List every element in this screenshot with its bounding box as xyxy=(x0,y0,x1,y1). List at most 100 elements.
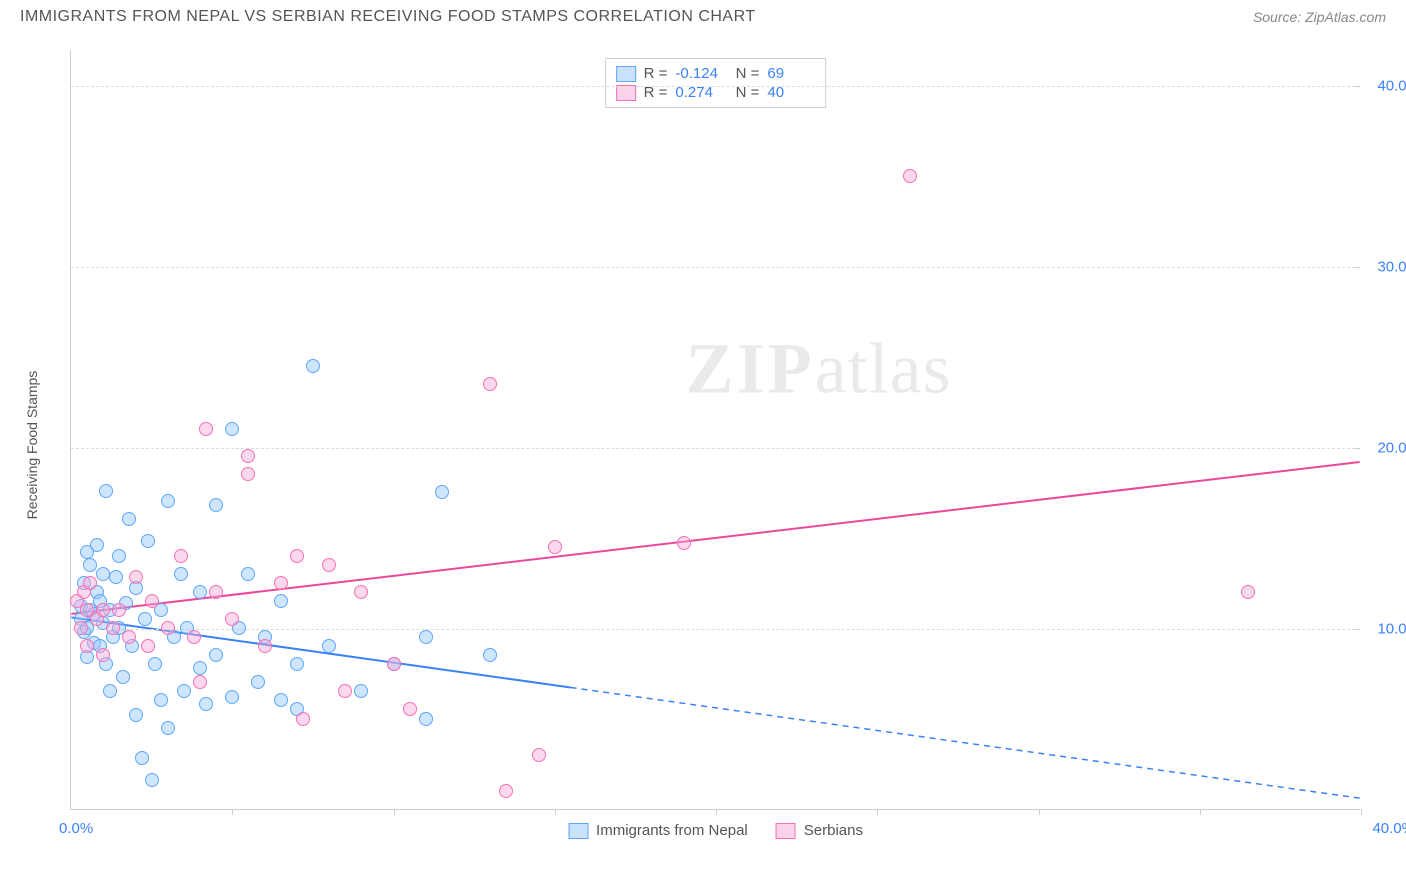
data-point xyxy=(161,621,175,635)
data-point xyxy=(209,648,223,662)
data-point xyxy=(174,567,188,581)
data-point xyxy=(435,485,449,499)
y-tick-label: 30.0% xyxy=(1365,259,1406,276)
data-point xyxy=(90,538,104,552)
data-point xyxy=(99,484,113,498)
data-point xyxy=(241,449,255,463)
data-point xyxy=(290,657,304,671)
data-point xyxy=(96,567,110,581)
data-point xyxy=(306,359,320,373)
data-point xyxy=(109,570,123,584)
plot-area: ZIPatlas R =-0.124 N =69R =0.274 N =40 0… xyxy=(70,50,1360,810)
source-label: Source: ZipAtlas.com xyxy=(1253,9,1386,25)
x-tick xyxy=(555,809,556,815)
data-point xyxy=(209,498,223,512)
data-point xyxy=(129,570,143,584)
legend-item: Immigrants from Nepal xyxy=(568,822,748,839)
x-tick xyxy=(1361,809,1362,815)
data-point xyxy=(96,603,110,617)
data-point xyxy=(145,773,159,787)
data-point xyxy=(251,675,265,689)
watermark: ZIPatlas xyxy=(686,327,952,410)
data-point xyxy=(135,751,149,765)
data-point xyxy=(106,621,120,635)
data-point xyxy=(209,585,223,599)
stat-N-label: N = xyxy=(731,65,759,82)
x-tick xyxy=(1039,809,1040,815)
x-end-label: 40.0% xyxy=(1372,820,1406,837)
data-point xyxy=(141,639,155,653)
data-point xyxy=(225,690,239,704)
data-point xyxy=(199,697,213,711)
legend-swatch xyxy=(568,823,588,839)
data-point xyxy=(122,630,136,644)
data-point xyxy=(419,712,433,726)
trend-lines xyxy=(71,50,1360,809)
data-point xyxy=(290,549,304,563)
y-tick-label: 40.0% xyxy=(1365,78,1406,95)
data-point xyxy=(354,684,368,698)
data-point xyxy=(1241,585,1255,599)
stats-legend: R =-0.124 N =69R =0.274 N =40 xyxy=(605,58,827,108)
data-point xyxy=(274,594,288,608)
y-axis-label: Receiving Food Stamps xyxy=(24,371,40,520)
data-point xyxy=(161,494,175,508)
legend-swatch xyxy=(616,66,636,82)
data-point xyxy=(532,748,546,762)
data-point xyxy=(174,549,188,563)
x-tick xyxy=(1200,809,1201,815)
data-point xyxy=(296,712,310,726)
grid-line xyxy=(71,86,1360,87)
data-point xyxy=(112,603,126,617)
data-point xyxy=(241,467,255,481)
data-point xyxy=(258,639,272,653)
data-point xyxy=(548,540,562,554)
data-point xyxy=(483,648,497,662)
data-point xyxy=(338,684,352,698)
grid-line xyxy=(71,267,1360,268)
data-point xyxy=(116,670,130,684)
data-point xyxy=(322,558,336,572)
data-point xyxy=(74,621,88,635)
data-point xyxy=(122,512,136,526)
x-tick xyxy=(877,809,878,815)
data-point xyxy=(199,422,213,436)
data-point xyxy=(193,675,207,689)
data-point xyxy=(112,549,126,563)
data-point xyxy=(80,639,94,653)
y-tick-label: 20.0% xyxy=(1365,440,1406,457)
x-tick xyxy=(232,809,233,815)
chart-container: Receiving Food Stamps ZIPatlas R =-0.124… xyxy=(50,50,1390,840)
data-point xyxy=(483,377,497,391)
data-point xyxy=(499,784,513,798)
y-tick-label: 10.0% xyxy=(1365,621,1406,638)
data-point xyxy=(354,585,368,599)
data-point xyxy=(193,585,207,599)
stat-R-label: R = xyxy=(644,65,668,82)
data-point xyxy=(225,422,239,436)
data-point xyxy=(96,648,110,662)
data-point xyxy=(241,567,255,581)
data-point xyxy=(177,684,191,698)
data-point xyxy=(129,708,143,722)
data-point xyxy=(83,576,97,590)
data-point xyxy=(148,657,162,671)
data-point xyxy=(141,534,155,548)
chart-title: IMMIGRANTS FROM NEPAL VS SERBIAN RECEIVI… xyxy=(20,8,756,26)
data-point xyxy=(187,630,201,644)
stat-R-value: -0.124 xyxy=(675,65,723,82)
data-point xyxy=(161,721,175,735)
data-point xyxy=(138,612,152,626)
data-point xyxy=(225,612,239,626)
legend-item: Serbians xyxy=(776,822,863,839)
bottom-legend: Immigrants from Nepal Serbians xyxy=(568,822,863,839)
data-point xyxy=(419,630,433,644)
legend-swatch xyxy=(776,823,796,839)
data-point xyxy=(83,558,97,572)
header: IMMIGRANTS FROM NEPAL VS SERBIAN RECEIVI… xyxy=(0,0,1406,30)
x-tick xyxy=(716,809,717,815)
legend-label: Serbians xyxy=(804,822,863,839)
grid-line xyxy=(71,448,1360,449)
legend-label: Immigrants from Nepal xyxy=(596,822,748,839)
data-point xyxy=(274,693,288,707)
